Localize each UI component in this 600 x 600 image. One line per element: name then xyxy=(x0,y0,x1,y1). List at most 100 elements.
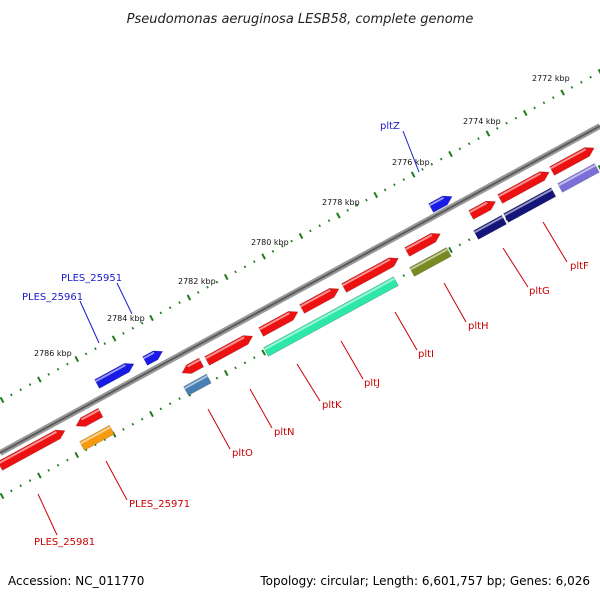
gene-pltG xyxy=(473,214,507,240)
outer-tick-mark xyxy=(253,260,256,264)
inner-tick-mark xyxy=(140,417,144,421)
outer-tick-mark xyxy=(103,342,107,346)
gene-pltN-red xyxy=(204,335,254,366)
inner-tick-mark xyxy=(253,356,256,360)
outer-tick-mark xyxy=(215,280,219,284)
inner-tick-mark xyxy=(10,489,13,493)
outer-tick-mark xyxy=(533,106,536,110)
gene-label-pltJ: pltJ xyxy=(364,378,380,389)
gene-unnamed-red-shine xyxy=(81,409,100,421)
gene-PLES_25961-shine xyxy=(95,364,126,383)
genome-backbone-core xyxy=(0,125,600,454)
outer-tick-mark xyxy=(383,188,387,192)
outer-tick-mark xyxy=(131,326,135,330)
inner-tick-mark xyxy=(597,164,600,171)
gene-label-pltG: pltG xyxy=(529,286,550,297)
outer-tick-mark xyxy=(178,301,181,305)
tick-label-2784: 2784 kbp xyxy=(107,314,145,323)
outer-tick-mark xyxy=(552,96,555,100)
gene-label-PLES_25961: PLES_25961 xyxy=(22,292,83,303)
tick-label-2782: 2782 kbp xyxy=(178,277,216,286)
gene-label-pltN: pltN xyxy=(274,427,295,438)
tick-label-2786: 2786 kbp xyxy=(34,349,72,358)
outer-tick-mark xyxy=(448,150,453,158)
gene-pltJ-red-shine xyxy=(300,289,331,308)
inner-tick-mark xyxy=(74,451,80,459)
gene-pltO-red xyxy=(181,357,205,374)
inner-tick-mark xyxy=(505,217,508,221)
gene-pltG-red xyxy=(468,200,497,220)
outer-tick-mark xyxy=(243,265,247,269)
outer-tick-mark xyxy=(290,239,293,243)
gene-pltO-red-shine xyxy=(187,358,201,368)
outer-tick-track xyxy=(0,68,600,404)
inner-tick-mark xyxy=(178,397,181,401)
tick-label-2772: 2772 kbp xyxy=(532,74,570,83)
label-leaders xyxy=(37,130,568,536)
gene-pltF-red-shine xyxy=(498,172,542,198)
inner-tick-mark xyxy=(223,369,229,377)
gene-pltK-I xyxy=(263,276,399,357)
leader-pltN xyxy=(249,388,273,429)
outer-tick-mark xyxy=(149,314,154,322)
inner-tick-mark xyxy=(56,463,60,467)
gene-PLES_25951-shine xyxy=(143,351,155,360)
gene-PLES_25951 xyxy=(142,350,164,366)
gene-PLES_25981-shine xyxy=(0,430,57,464)
outer-tick-mark xyxy=(28,383,32,387)
tick-label-2780: 2780 kbp xyxy=(251,238,289,247)
gene-label-pltK: pltK xyxy=(322,400,342,411)
outer-tick-mark xyxy=(159,311,163,315)
gene-pltG-red-shine xyxy=(469,201,488,214)
outer-tick-mark xyxy=(0,396,5,404)
gene-PLES_25971 xyxy=(79,424,115,451)
gene-unnamed-red xyxy=(75,407,104,427)
outer-tick-mark xyxy=(589,75,592,79)
outer-tick-mark xyxy=(477,137,480,141)
outer-tick-mark xyxy=(309,229,312,233)
gene-pltK-red-shine xyxy=(259,312,290,331)
inner-tick-mark xyxy=(168,402,172,406)
leader-pltZ xyxy=(402,130,420,173)
outer-tick-mark xyxy=(111,335,117,342)
outer-tick-mark xyxy=(346,208,349,212)
gene-label-pltF: pltF xyxy=(570,261,589,272)
gene-pltO-shine xyxy=(184,375,208,390)
outer-tick-mark xyxy=(234,270,237,274)
gene-label-pltH: pltH xyxy=(468,321,489,332)
inner-tick-mark xyxy=(19,484,22,488)
outer-tick-mark xyxy=(84,352,88,356)
leader-pltJ xyxy=(340,340,364,380)
inner-tick-mark xyxy=(122,427,125,431)
gene-pltF-shine xyxy=(504,188,553,217)
gene-pltH-red xyxy=(404,232,441,257)
gene-pltE xyxy=(557,163,600,193)
outer-tick-mark xyxy=(281,244,284,248)
inner-tick-mark xyxy=(66,458,69,462)
outer-tick-mark xyxy=(327,219,331,223)
outer-tick-mark xyxy=(19,388,22,392)
gene-features xyxy=(0,147,600,471)
gene-label-pltO: pltO xyxy=(232,448,253,459)
gene-PLES_25961 xyxy=(94,363,135,389)
outer-tick-mark xyxy=(495,126,499,130)
gene-pltO xyxy=(183,373,212,396)
inner-tick-mark xyxy=(402,274,406,278)
outer-tick-mark xyxy=(298,232,304,240)
outer-tick-mark xyxy=(505,121,508,125)
gene-pltN-red-shine xyxy=(205,336,245,360)
gene-pltE-shine xyxy=(558,164,596,187)
gene-pltK-I-shine xyxy=(264,277,395,351)
outer-tick-mark xyxy=(196,290,200,294)
outer-tick-mark xyxy=(421,167,424,171)
gene-pltZ-shine xyxy=(429,196,445,207)
inner-tick-mark xyxy=(149,410,154,418)
inner-tick-mark xyxy=(215,376,219,380)
inner-tick-mark xyxy=(47,468,50,472)
outer-tick-mark xyxy=(10,393,13,397)
outer-tick-mark xyxy=(373,191,379,199)
leader-pltH xyxy=(443,282,467,323)
leader-PLES_25961 xyxy=(79,300,100,344)
outer-tick-mark xyxy=(206,285,209,289)
gene-pltI-red xyxy=(341,257,399,293)
